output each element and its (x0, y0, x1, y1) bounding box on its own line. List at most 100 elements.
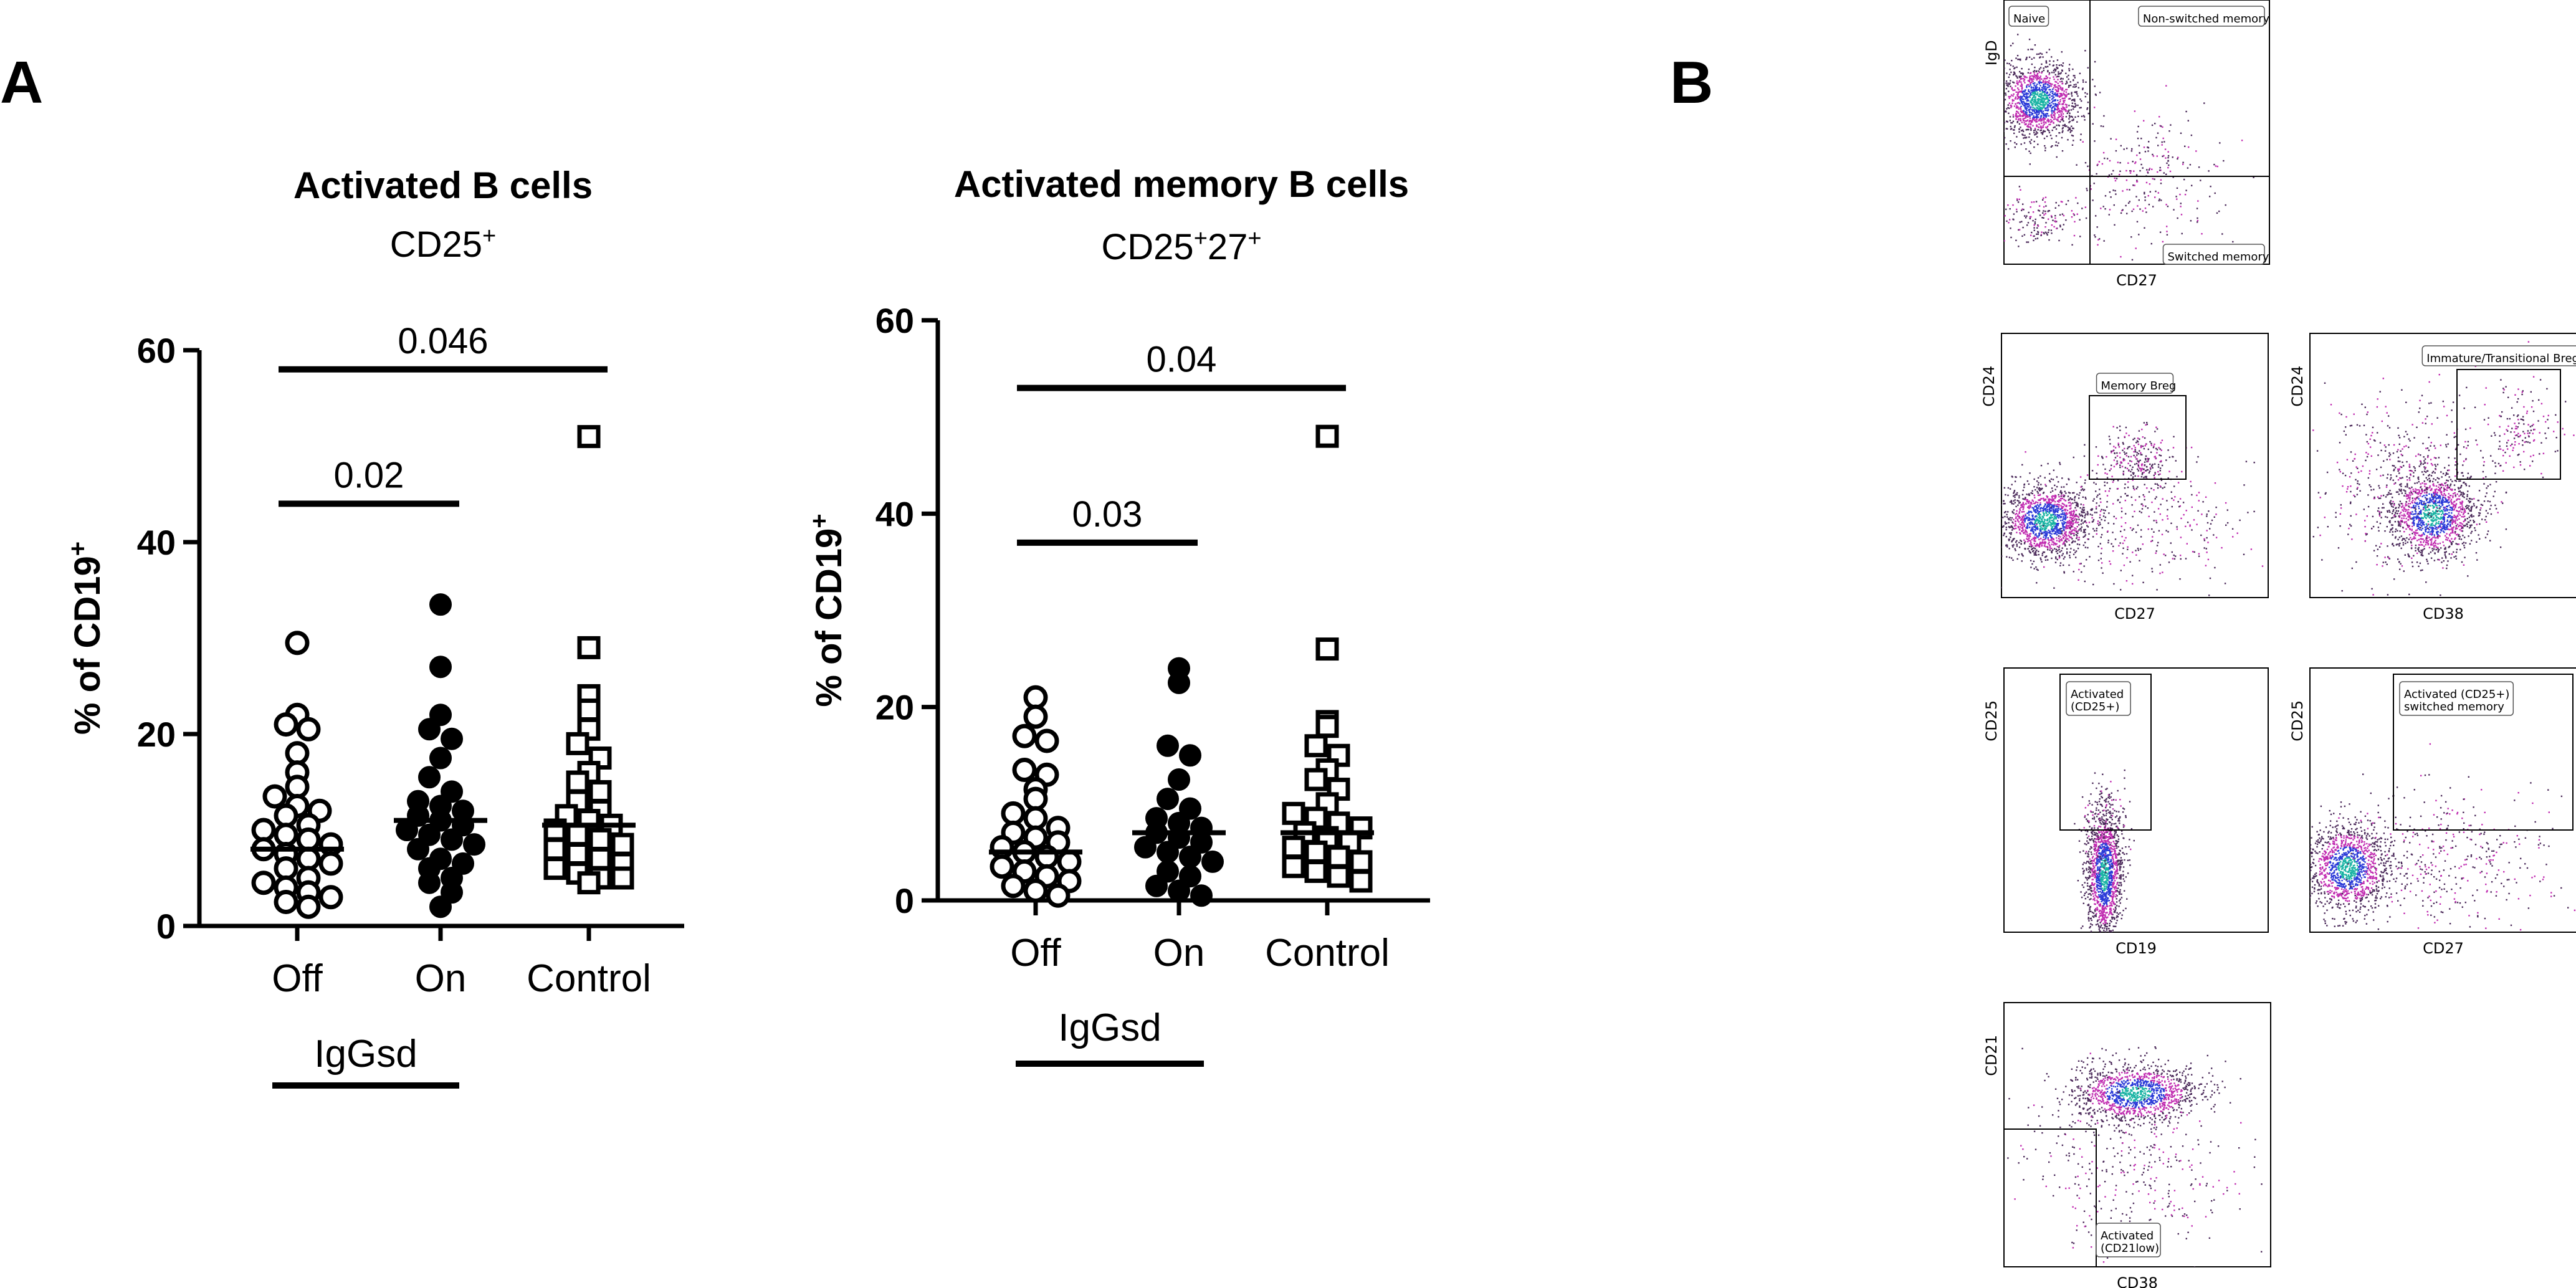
flow-event (2149, 441, 2151, 443)
flow-event (2084, 580, 2086, 583)
flow-event (2057, 108, 2059, 110)
flow-event (2011, 512, 2014, 513)
flow-event (2035, 218, 2036, 221)
flow-event (2110, 196, 2112, 198)
flow-event (2433, 560, 2436, 561)
flow-event (2142, 543, 2144, 545)
flow-event (2408, 446, 2410, 448)
flow-event (2017, 515, 2019, 517)
flow-event (2482, 457, 2484, 459)
flow-event (2129, 201, 2130, 203)
flow-event (2041, 541, 2043, 543)
flow-event (2082, 507, 2084, 508)
flow-event (2065, 515, 2067, 517)
flow-event (2069, 502, 2071, 503)
flow-event (2033, 547, 2035, 549)
flow-event (2008, 90, 2010, 92)
flow-event (2426, 502, 2428, 503)
flow-event (2430, 543, 2432, 545)
flow-event (1992, 102, 1993, 103)
flow-event (2082, 87, 2084, 89)
flow-event (2010, 64, 2012, 66)
flow-event (2012, 81, 2014, 83)
flow-event (2423, 524, 2425, 526)
flow-event (2044, 113, 2046, 115)
data-point (274, 803, 298, 828)
flow-event (2026, 125, 2028, 127)
flow-event (2215, 513, 2217, 515)
flow-event (2079, 236, 2081, 237)
flow-event (2039, 90, 2041, 92)
flow-event (2036, 103, 2038, 105)
flow-event (2083, 529, 2085, 531)
flow-event (2394, 537, 2397, 539)
flow-event (2051, 107, 2053, 108)
flow-event (2423, 516, 2426, 518)
flow-event (2440, 490, 2443, 493)
x-tick-label: On (1153, 932, 1205, 975)
flow-event (2436, 528, 2438, 530)
flow-event (2058, 545, 2061, 546)
flow-event (2035, 552, 2037, 554)
flow-event (2424, 504, 2426, 506)
flow-event (2225, 524, 2227, 526)
flow-event (2086, 107, 2089, 109)
flow-event (2051, 557, 2053, 560)
flow-event (2048, 529, 2049, 532)
flow-event (2165, 85, 2167, 87)
flow-event (2051, 232, 2053, 234)
flow-event (2000, 85, 2001, 87)
flow-event (2096, 477, 2098, 479)
flow-event (2015, 494, 2017, 495)
flow-event (2033, 74, 2036, 76)
flow-event (2430, 541, 2433, 543)
flow-event (2050, 146, 2052, 148)
flow-event (2425, 487, 2427, 489)
flow-event (2001, 489, 2002, 492)
flow-event (2139, 467, 2141, 470)
data-point (611, 832, 634, 856)
flow-event (2011, 60, 2013, 62)
flow-event (2128, 477, 2130, 480)
flow-event (2021, 522, 2023, 524)
flow-event (2021, 526, 2024, 528)
flow-event (2430, 505, 2431, 507)
flow-event (2102, 509, 2105, 511)
flow-event (2041, 507, 2043, 510)
flow-event (2008, 76, 2010, 79)
flow-event (2066, 504, 2068, 507)
flow-event (2448, 501, 2450, 503)
flow-event (2059, 99, 2061, 101)
flow-event (2436, 492, 2438, 494)
flow-event (2026, 128, 2028, 131)
flow-event (2043, 534, 2046, 537)
flow-event (2061, 83, 2063, 85)
data-point (285, 631, 310, 656)
flow-event (2036, 237, 2039, 239)
flow-event (2049, 503, 2051, 505)
flow-event (2413, 538, 2415, 540)
flow-event (2123, 148, 2125, 150)
flow-event (2196, 523, 2198, 525)
flow-event (2152, 446, 2155, 449)
flow-event (2459, 506, 2461, 508)
flow-event (2023, 539, 2025, 541)
flow-event (2455, 527, 2457, 529)
flow-event (2086, 189, 2088, 191)
flow-event (2066, 526, 2068, 528)
flow-event (2077, 522, 2079, 523)
flow-event (2439, 497, 2441, 499)
flow-event (2058, 528, 2060, 530)
flow-event (2016, 543, 2018, 545)
flow-event (2062, 113, 2064, 115)
flow-event (2074, 507, 2076, 509)
flow-event (2031, 81, 2033, 83)
flow-event (2073, 517, 2074, 519)
flow-event (2447, 473, 2449, 475)
flow-event (1997, 92, 1998, 93)
flow-event (2432, 537, 2434, 538)
flow-event (2023, 507, 2025, 509)
flow-event (2037, 100, 2039, 102)
flow-event (2439, 507, 2441, 508)
flow-event (2448, 521, 2450, 523)
